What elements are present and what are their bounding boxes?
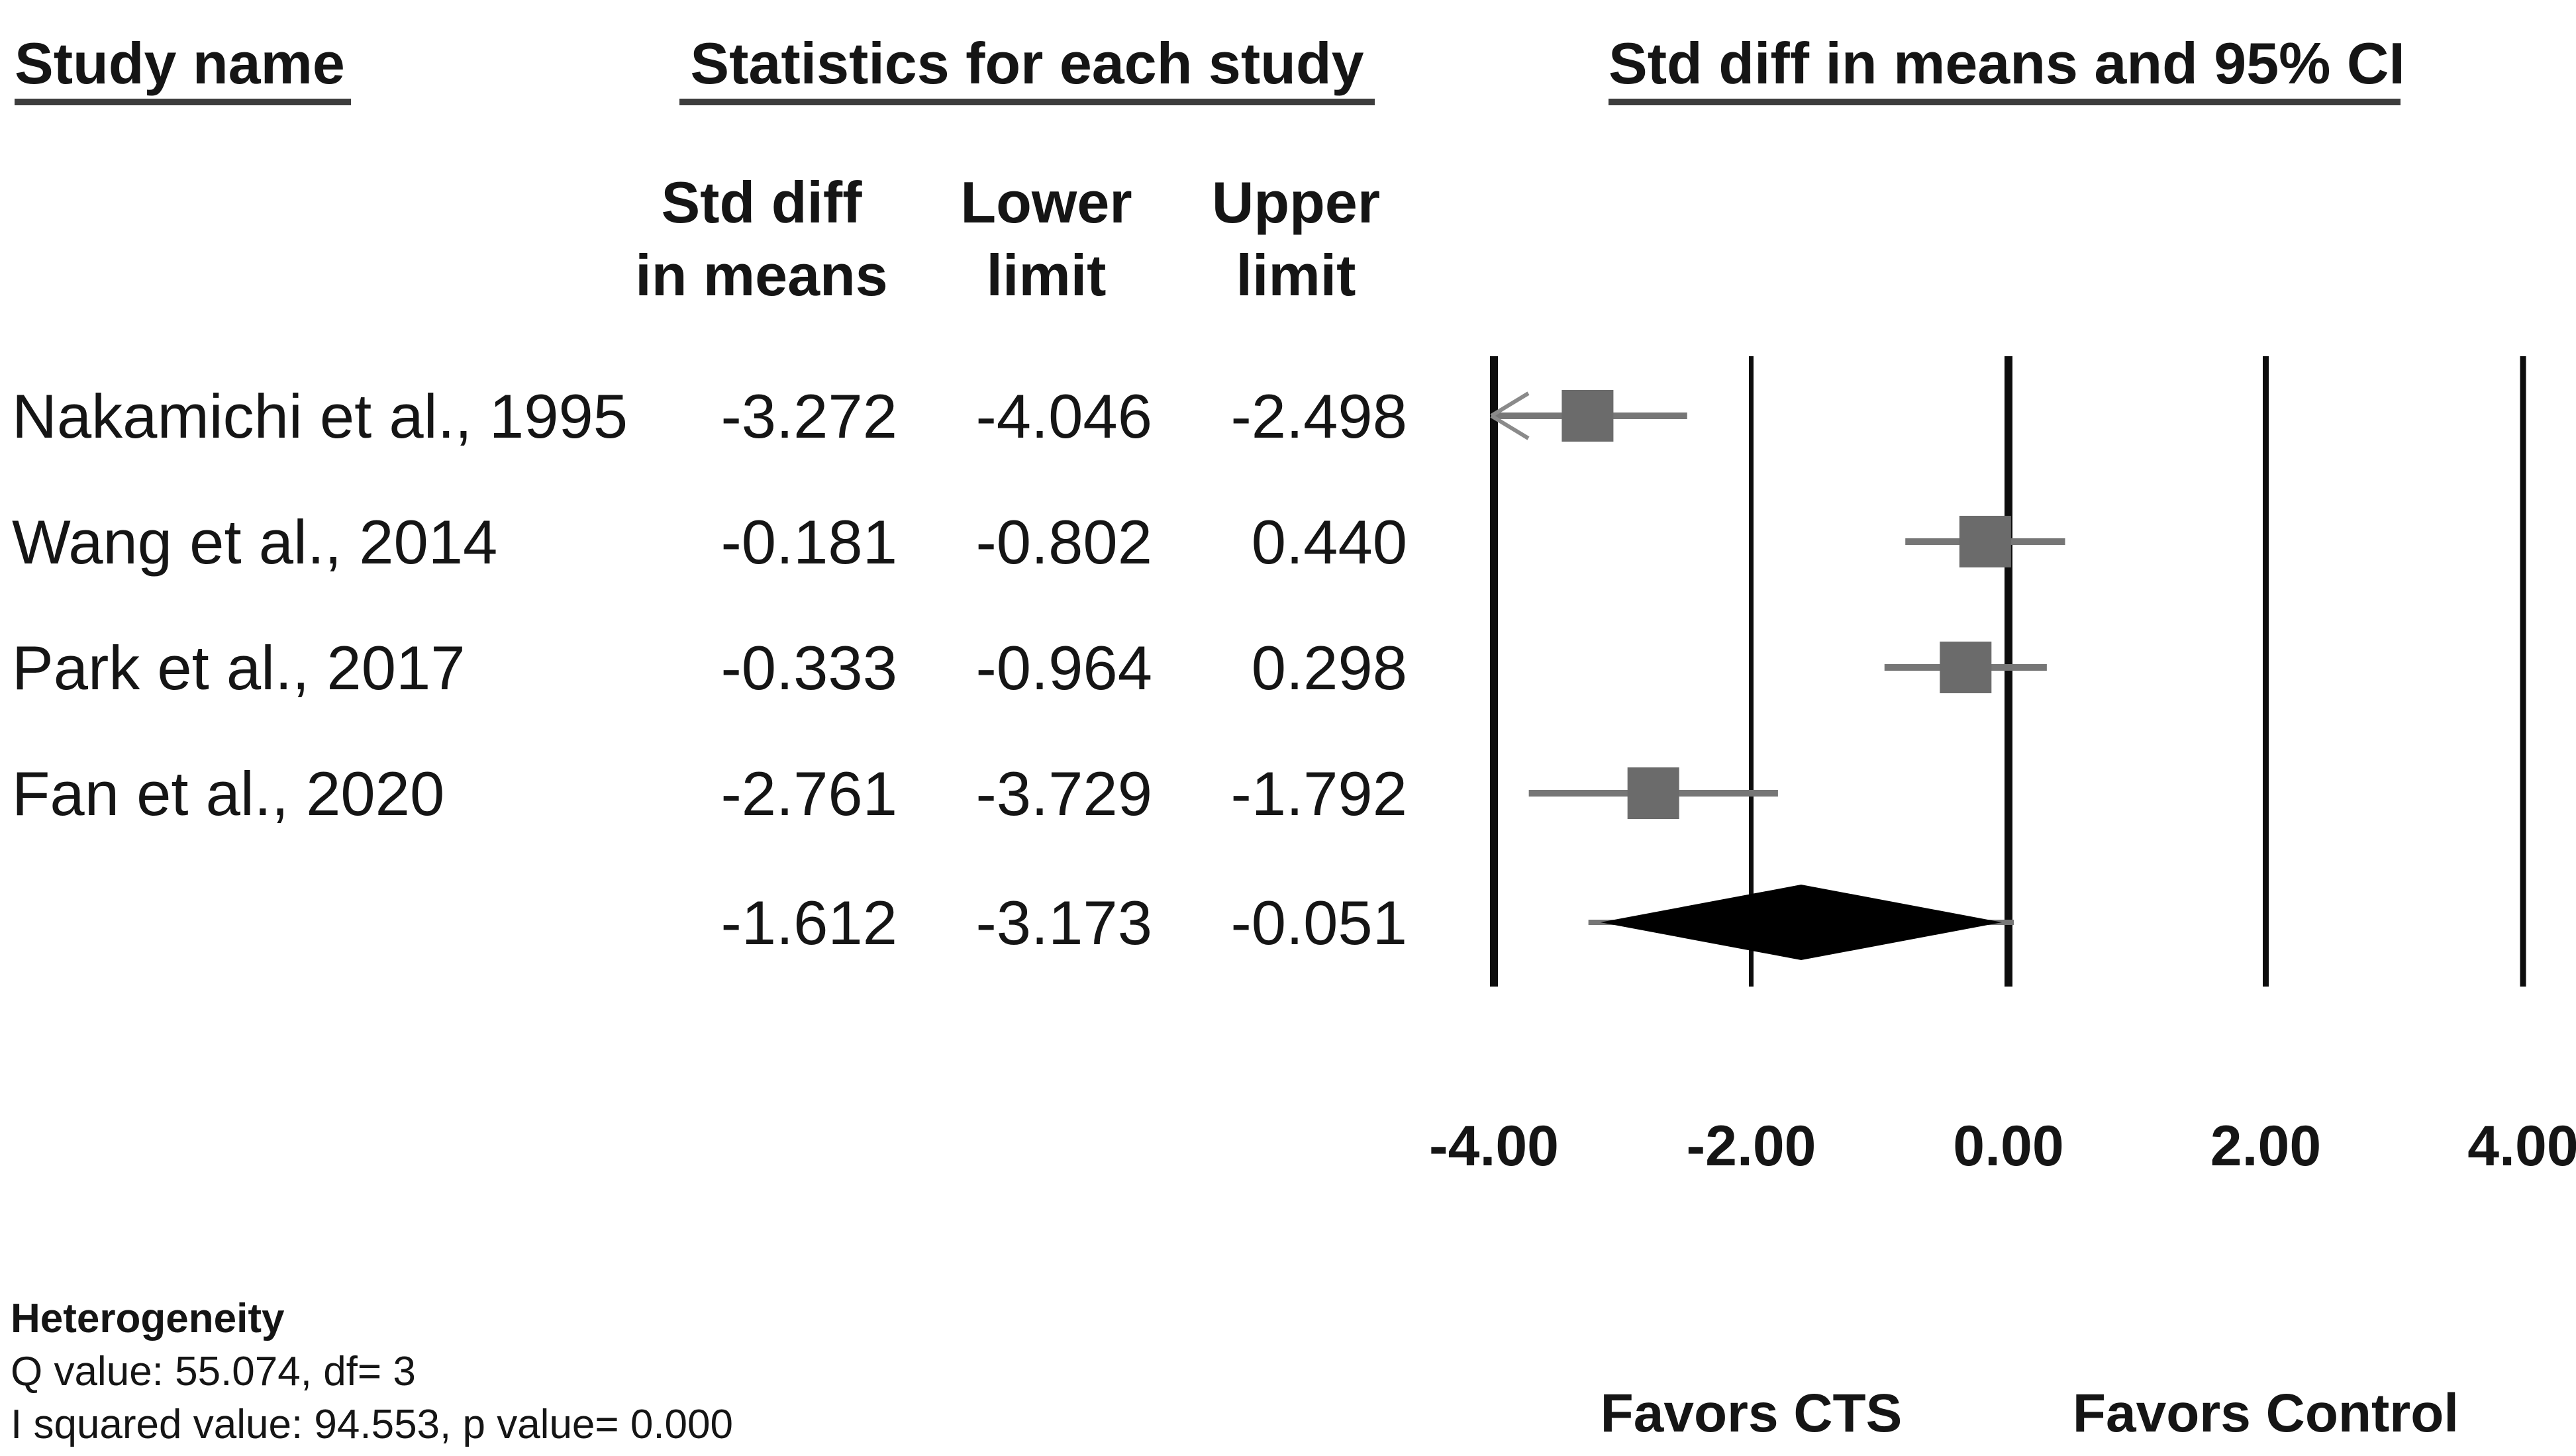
column-header-upper: Upper <box>1211 170 1381 235</box>
axis-tick-label: 4.00 <box>2467 1114 2576 1178</box>
upper-limit-cell: -0.051 <box>1230 888 1407 957</box>
std-diff-cell: -3.272 <box>720 381 897 451</box>
arrow-left-icon <box>1490 414 1530 440</box>
lower-limit-cell: -3.729 <box>975 759 1152 828</box>
std-diff-cell: -1.612 <box>720 888 897 957</box>
column-header-std-diff: Std diff <box>661 170 862 235</box>
upper-limit-cell: 0.440 <box>1251 507 1407 577</box>
arrow-left-icon <box>1490 391 1530 418</box>
heterogeneity-q-value: Q value: 55.074, df= 3 <box>11 1349 416 1394</box>
statistics-header: Statistics for each study <box>690 30 1364 96</box>
forest-square <box>1627 767 1679 819</box>
lower-limit-cell: -0.964 <box>975 633 1152 703</box>
lower-limit-cell: -4.046 <box>975 381 1152 451</box>
axis-tick-label: -4.00 <box>1428 1114 1560 1178</box>
forest-square <box>1561 390 1614 442</box>
column-header-lower: Lower <box>960 170 1132 235</box>
std-diff-cell: -0.333 <box>720 633 897 703</box>
axis-tick-label: -2.00 <box>1686 1114 1816 1178</box>
heterogeneity-block: Heterogeneity Q value: 55.074, df= 3 I s… <box>11 1292 733 1451</box>
statistics-header-underline <box>679 99 1375 105</box>
column-header-lower-limit: limit <box>986 242 1107 308</box>
favors-cts-label: Favors CTS <box>1600 1383 1903 1443</box>
axis-tick-label: 2.00 <box>2210 1114 2322 1178</box>
column-header-in-means: in means <box>635 242 888 308</box>
lower-limit-cell: -3.173 <box>975 888 1152 957</box>
summary-row: -1.612 -3.173 -0.051 <box>0 885 1523 960</box>
std-diff-cell: -2.761 <box>720 759 897 828</box>
upper-limit-cell: -2.498 <box>1230 381 1407 451</box>
heterogeneity-title: Heterogeneity <box>11 1296 285 1341</box>
study-name-header: Study name <box>15 30 345 96</box>
table-row: Nakamichi et al., 1995 -3.272 -4.046 -2.498 <box>0 379 1523 454</box>
std-diff-cell: -0.181 <box>720 507 897 577</box>
study-name-cell: Park et al., 2017 <box>12 633 466 703</box>
study-name-cell: Wang et al., 2014 <box>12 507 498 577</box>
ci-header-underline <box>1609 99 2401 105</box>
heterogeneity-i-squared: I squared value: 94.553, p value= 0.000 <box>11 1402 733 1447</box>
forest-square <box>1940 642 1992 693</box>
upper-limit-cell: -1.792 <box>1230 759 1407 828</box>
study-header-underline <box>15 99 351 105</box>
upper-limit-cell: 0.298 <box>1251 633 1407 703</box>
column-header-upper-limit: limit <box>1236 242 1356 308</box>
table-row: Park et al., 2017 -0.333 -0.964 0.298 <box>0 630 1523 705</box>
axis-tick-label: 0.00 <box>1953 1114 2064 1178</box>
table-row: Fan et al., 2020 -2.761 -3.729 -1.792 <box>0 756 1523 831</box>
summary-diamond <box>1600 885 2003 960</box>
study-name-cell: Nakamichi et al., 1995 <box>12 381 628 451</box>
study-name-cell: Fan et al., 2020 <box>12 759 445 828</box>
ci-header: Std diff in means and 95% CI <box>1609 30 2405 96</box>
table-row: Wang et al., 2014 -0.181 -0.802 0.440 <box>0 505 1523 579</box>
forest-square <box>1959 516 2011 567</box>
favors-control-label: Favors Control <box>2072 1383 2459 1443</box>
lower-limit-cell: -0.802 <box>975 507 1152 577</box>
